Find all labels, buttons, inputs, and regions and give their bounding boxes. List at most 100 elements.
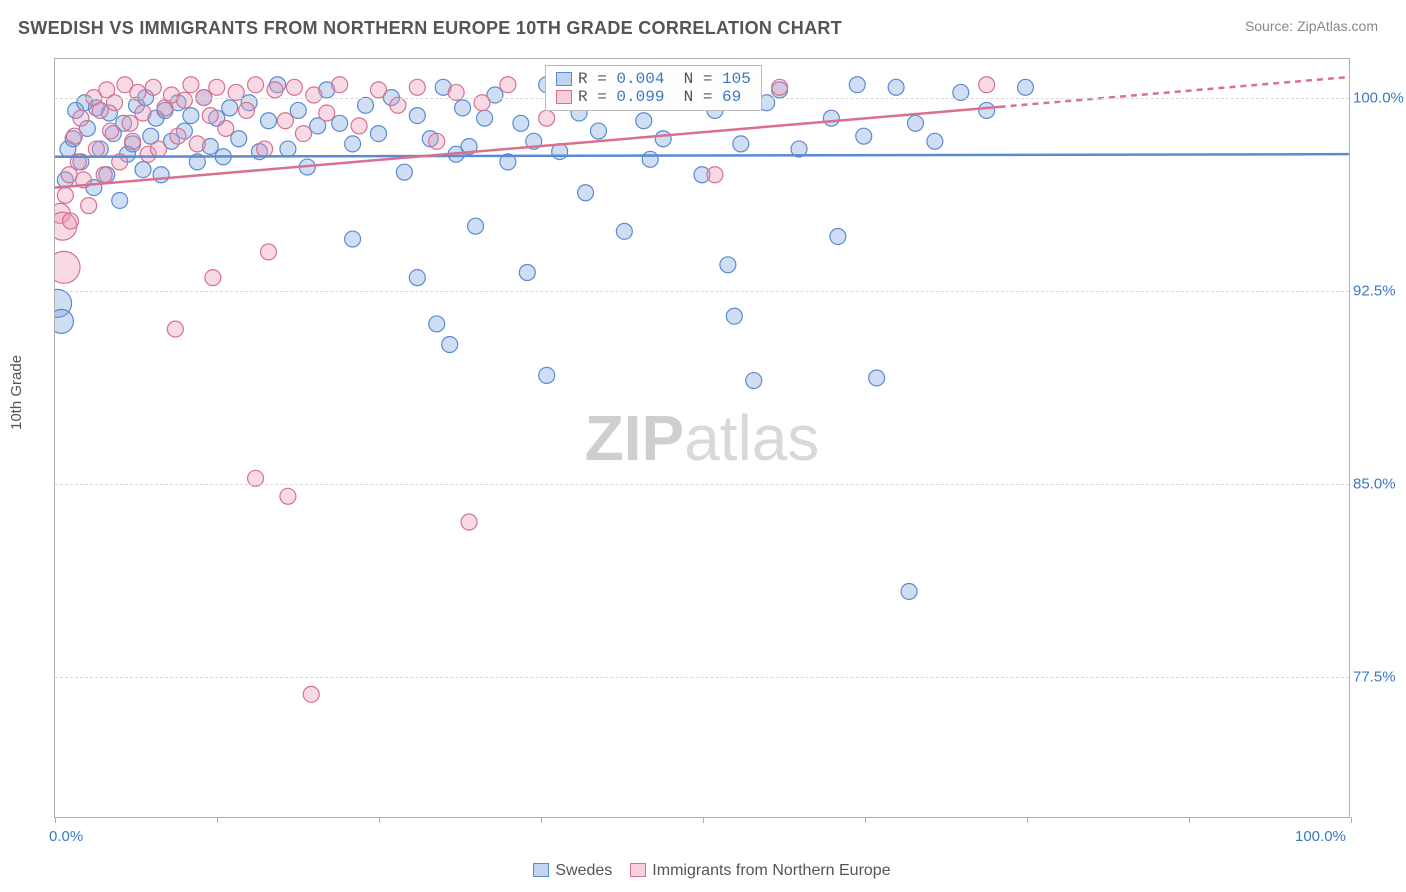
- data-point: [642, 151, 658, 167]
- data-point: [88, 141, 104, 157]
- data-point: [167, 321, 183, 337]
- data-point: [442, 337, 458, 353]
- data-point: [153, 167, 169, 183]
- data-point: [319, 105, 335, 121]
- data-point: [351, 118, 367, 134]
- data-point: [122, 115, 138, 131]
- data-point: [183, 77, 199, 93]
- data-point: [461, 514, 477, 530]
- data-point: [92, 102, 108, 118]
- trend-line: [55, 154, 1349, 157]
- data-point: [927, 133, 943, 149]
- data-point: [55, 309, 73, 333]
- y-tick-label: 92.5%: [1353, 282, 1406, 299]
- chart-title: SWEDISH VS IMMIGRANTS FROM NORTHERN EURO…: [18, 18, 842, 39]
- data-point: [823, 110, 839, 126]
- data-point: [746, 373, 762, 389]
- stat-row: R = 0.099 N = 69: [556, 88, 751, 106]
- data-point: [280, 488, 296, 504]
- data-point: [720, 257, 736, 273]
- x-tick: [1351, 817, 1352, 823]
- data-point: [1017, 79, 1033, 95]
- data-point: [81, 198, 97, 214]
- data-point: [979, 102, 995, 118]
- data-point: [409, 270, 425, 286]
- scatter-plot: [55, 59, 1349, 818]
- data-point: [830, 228, 846, 244]
- data-point: [176, 92, 192, 108]
- x-tick: [541, 817, 542, 823]
- series-swatch: [556, 90, 572, 104]
- data-point: [261, 113, 277, 129]
- data-point: [209, 79, 225, 95]
- data-point: [57, 187, 73, 203]
- data-point: [908, 115, 924, 131]
- data-point: [409, 79, 425, 95]
- data-point: [231, 131, 247, 147]
- data-point: [477, 110, 493, 126]
- data-point: [306, 87, 322, 103]
- data-point: [429, 316, 445, 332]
- series-legend: SwedesImmigrants from Northern Europe: [0, 862, 1406, 880]
- data-point: [358, 97, 374, 113]
- x-tick: [55, 817, 56, 823]
- data-point: [590, 123, 606, 139]
- x-tick: [379, 817, 380, 823]
- data-point: [261, 244, 277, 260]
- x-tick-label: 100.0%: [1295, 828, 1346, 845]
- y-tick-label: 85.0%: [1353, 476, 1406, 493]
- x-tick: [1027, 817, 1028, 823]
- data-point: [468, 218, 484, 234]
- data-point: [286, 79, 302, 95]
- data-point: [248, 77, 264, 93]
- data-point: [222, 100, 238, 116]
- data-point: [135, 105, 151, 121]
- gridline: [55, 291, 1349, 292]
- y-tick-label: 77.5%: [1353, 669, 1406, 686]
- data-point: [500, 77, 516, 93]
- data-point: [539, 110, 555, 126]
- x-tick: [217, 817, 218, 823]
- data-point: [183, 108, 199, 124]
- legend-label: Swedes: [555, 862, 612, 879]
- data-point: [371, 82, 387, 98]
- gridline: [55, 484, 1349, 485]
- data-point: [455, 100, 471, 116]
- data-point: [332, 115, 348, 131]
- legend-swatch: [533, 863, 549, 877]
- data-point: [189, 136, 205, 152]
- data-point: [726, 308, 742, 324]
- chart-area: ZIPatlas 77.5%85.0%92.5%100.0% 0.0%100.0…: [54, 58, 1350, 818]
- x-tick: [1189, 817, 1190, 823]
- data-point: [856, 128, 872, 144]
- correlation-stats-box: R = 0.004 N = 105R = 0.099 N = 69: [545, 65, 762, 111]
- data-point: [849, 77, 865, 93]
- x-tick-label: 0.0%: [49, 828, 83, 845]
- data-point: [239, 102, 255, 118]
- data-point: [290, 102, 306, 118]
- data-point: [888, 79, 904, 95]
- legend-swatch: [630, 863, 646, 877]
- data-point: [707, 167, 723, 183]
- data-point: [733, 136, 749, 152]
- data-point: [205, 270, 221, 286]
- y-tick-label: 100.0%: [1353, 89, 1406, 106]
- data-point: [135, 162, 151, 178]
- data-point: [73, 110, 89, 126]
- data-point: [539, 367, 555, 383]
- gridline: [55, 677, 1349, 678]
- data-point: [170, 128, 186, 144]
- data-point: [429, 133, 445, 149]
- data-point: [267, 82, 283, 98]
- data-point: [772, 79, 788, 95]
- data-point: [901, 583, 917, 599]
- y-axis-label: 10th Grade: [8, 355, 25, 430]
- data-point: [390, 97, 406, 113]
- data-point: [519, 265, 535, 281]
- stat-row: R = 0.004 N = 105: [556, 70, 751, 88]
- data-point: [396, 164, 412, 180]
- data-point: [869, 370, 885, 386]
- data-point: [112, 192, 128, 208]
- data-point: [63, 213, 79, 229]
- data-point: [103, 123, 119, 139]
